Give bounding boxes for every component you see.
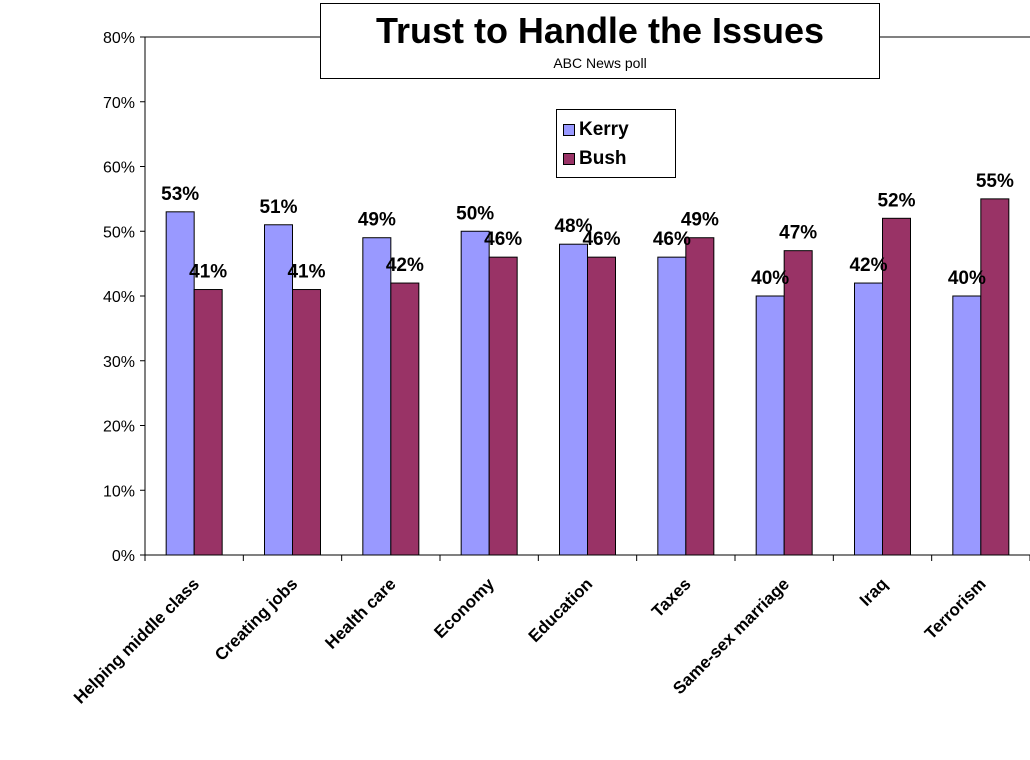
legend-label-bush: Bush [579,148,627,169]
bar-kerry [559,243,588,556]
data-label-bush: 41% [189,262,227,283]
x-tick-label: Education [525,574,597,646]
title-box: Trust to Handle the Issues ABC News poll [320,3,880,79]
data-label-kerry: 49% [358,210,396,231]
x-tick-label: Economy [430,574,498,642]
legend: Kerry Bush [556,109,676,178]
y-tick-label: 0% [112,548,135,565]
bar-kerry [854,282,883,556]
data-label-bush: 46% [582,229,620,250]
data-label-kerry: 51% [259,197,297,218]
legend-swatch-bush [563,153,575,165]
bar-kerry [952,295,982,556]
data-label-kerry: 50% [456,203,494,224]
bar-bush [390,282,420,556]
y-tick-label: 10% [103,483,135,500]
x-tick-label: Terrorism [921,574,990,643]
bar-kerry [460,230,490,556]
bar-bush [882,217,911,556]
y-tick-label: 60% [103,160,135,177]
y-tick-label: 20% [103,419,135,436]
bar-kerry [264,224,293,556]
y-tick-label: 80% [103,30,135,47]
bar-bush [292,289,321,556]
bar-bush [685,237,715,556]
data-label-bush: 46% [484,229,522,250]
bar-kerry [657,256,687,556]
data-label-bush: 42% [386,255,424,276]
y-tick-label: 70% [103,95,135,112]
x-tick-labels: Helping middle class Creating jobs Health … [70,574,990,707]
x-tick-label: Health care [321,574,399,652]
chart-title: Trust to Handle the Issues [375,10,825,51]
bar-kerry [362,237,392,556]
data-label-kerry: 40% [751,268,789,289]
y-tick-label: 30% [103,354,135,371]
legend-item-bush: Bush [563,148,627,170]
data-label-bush: 47% [779,223,817,244]
data-labels: 53%41%51%41%49%42%50%46%48%46% 46%49%40%4… [161,171,1014,289]
legend-label-kerry: Kerry [579,119,629,140]
bar-bush [193,289,223,556]
bar-bush [587,256,616,556]
bar-kerry [165,211,195,556]
legend-item-kerry: Kerry [563,119,629,141]
bars [165,198,1010,556]
bar-bush [980,198,1010,556]
x-tick-label: Iraq [856,574,891,609]
data-label-bush: 41% [287,262,325,283]
y-tick-label: 50% [103,224,135,241]
chart-subtitle: ABC News poll [553,55,647,71]
bar-bush [783,250,813,556]
y-tick-label: 40% [103,289,135,306]
data-label-bush: 52% [877,190,915,211]
data-label-bush: 49% [681,210,719,231]
bar-bush [488,256,518,556]
legend-swatch-kerry [563,124,575,136]
data-label-kerry: 53% [161,184,199,205]
data-label-kerry: 46% [653,229,691,250]
data-label-bush: 55% [976,171,1014,192]
data-label-kerry: 40% [948,268,986,289]
x-tick-label: Helping middle class [70,574,203,707]
data-label-kerry: 48% [554,216,592,237]
x-tick-label: Taxes [648,574,695,621]
x-tick-label: Creating jobs [211,574,301,664]
bar-kerry [755,295,785,556]
data-label-kerry: 42% [849,255,887,276]
